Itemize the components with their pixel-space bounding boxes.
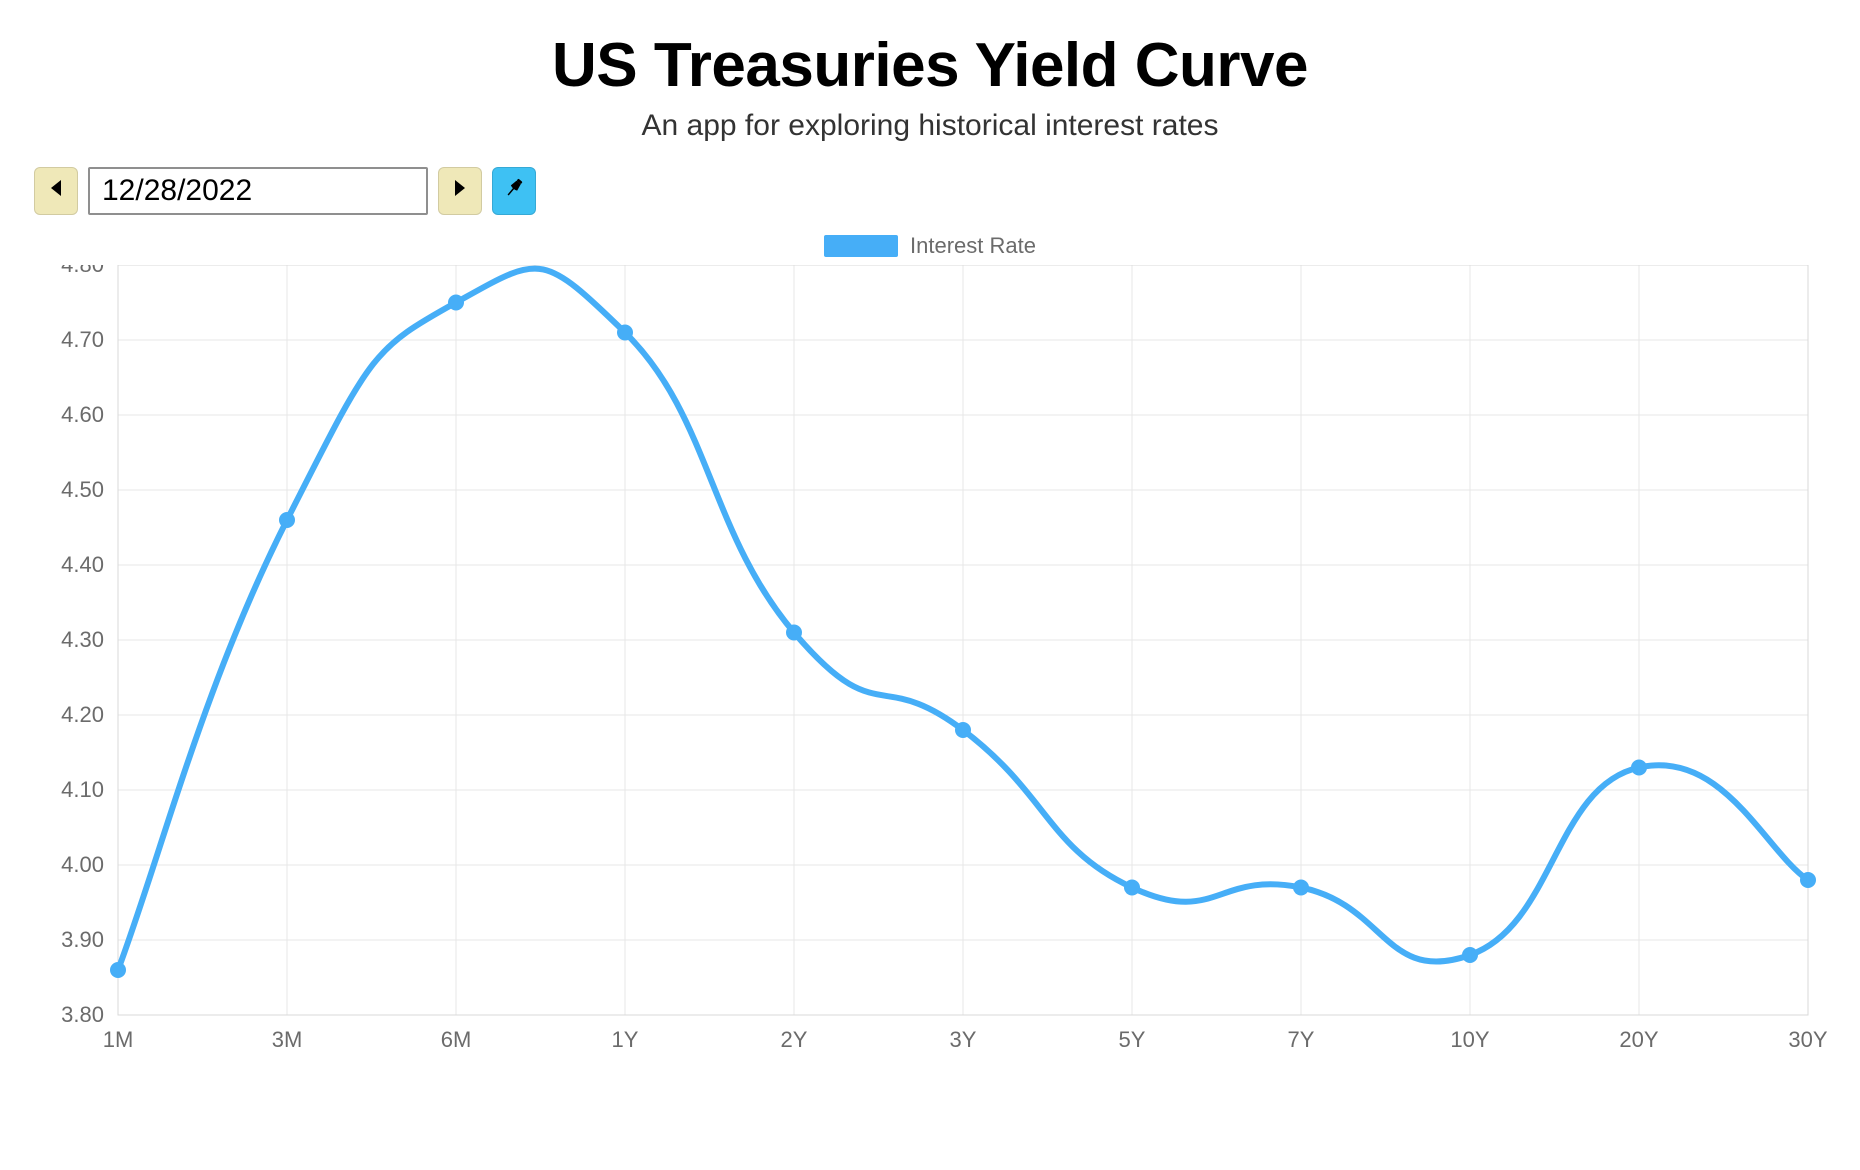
x-tick-label: 1M <box>103 1027 134 1052</box>
x-tick-label: 5Y <box>1119 1027 1146 1052</box>
data-point <box>279 512 295 528</box>
pin-button[interactable] <box>492 167 536 215</box>
date-toolbar <box>34 167 1830 215</box>
data-point <box>786 625 802 641</box>
y-tick-label: 4.80 <box>61 265 104 277</box>
y-tick-label: 3.80 <box>61 1002 104 1027</box>
x-tick-label: 20Y <box>1619 1027 1658 1052</box>
y-tick-label: 3.90 <box>61 927 104 952</box>
page-subtitle: An app for exploring historical interest… <box>30 109 1830 143</box>
y-tick-label: 4.70 <box>61 327 104 352</box>
data-point <box>1800 872 1816 888</box>
x-tick-label: 1Y <box>612 1027 639 1052</box>
y-tick-label: 4.30 <box>61 627 104 652</box>
data-point <box>1293 880 1309 896</box>
x-tick-label: 6M <box>441 1027 472 1052</box>
y-tick-label: 4.60 <box>61 402 104 427</box>
x-tick-label: 7Y <box>1288 1027 1315 1052</box>
legend-label: Interest Rate <box>910 233 1036 259</box>
y-tick-label: 4.40 <box>61 552 104 577</box>
x-tick-label: 3Y <box>950 1027 977 1052</box>
next-date-button[interactable] <box>438 167 482 215</box>
y-tick-label: 4.00 <box>61 852 104 877</box>
y-tick-label: 4.50 <box>61 477 104 502</box>
data-point <box>1462 947 1478 963</box>
legend-swatch <box>824 235 898 257</box>
data-point <box>617 325 633 341</box>
data-point <box>1124 880 1140 896</box>
data-point <box>110 962 126 978</box>
pushpin-icon <box>503 177 525 205</box>
y-tick-label: 4.20 <box>61 702 104 727</box>
prev-date-button[interactable] <box>34 167 78 215</box>
date-input[interactable] <box>88 167 428 215</box>
y-tick-label: 4.10 <box>61 777 104 802</box>
chart-legend: Interest Rate <box>30 233 1830 259</box>
data-point <box>448 295 464 311</box>
x-tick-label: 2Y <box>781 1027 808 1052</box>
triangle-left-icon <box>49 179 63 203</box>
triangle-right-icon <box>453 179 467 203</box>
yield-curve-chart: 4.80 4.70 4.60 4.50 4.40 4.30 4.20 4.10 4.00 3.90… <box>30 265 1830 1065</box>
page-title: US Treasuries Yield Curve <box>30 30 1830 101</box>
x-tick-label: 30Y <box>1788 1027 1827 1052</box>
data-point <box>955 722 971 738</box>
x-tick-label: 3M <box>272 1027 303 1052</box>
data-point <box>1631 760 1647 776</box>
x-tick-label: 10Y <box>1450 1027 1489 1052</box>
